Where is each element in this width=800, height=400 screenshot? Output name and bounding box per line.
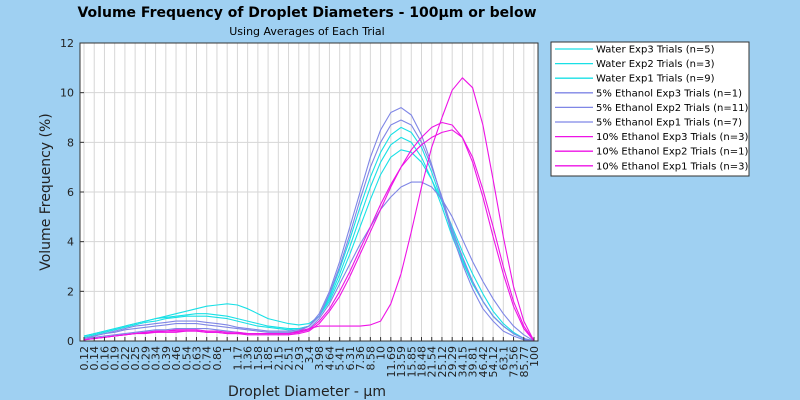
x-tick-label: 0.22 [119, 346, 132, 371]
x-tick-label: 18.48 [416, 346, 429, 378]
series-line-8 [83, 77, 535, 342]
y-tick-label: 10 [60, 87, 74, 100]
y-tick-label: 12 [60, 37, 74, 50]
y-axis-ticks: 0 2 4 6 8 10 12 [60, 37, 84, 348]
series-layer [83, 77, 535, 342]
x-tick-label: 63.1 [497, 346, 510, 371]
y-tick-label: 8 [67, 136, 74, 149]
x-tick-label: 1.36 [242, 346, 255, 371]
x-tick-label: 5.41 [334, 346, 347, 371]
x-tick-label: 29.29 [446, 346, 459, 378]
x-tick-label: 7.36 [354, 346, 367, 371]
x-tick-label: 0.25 [129, 346, 142, 371]
y-axis-label: Volume Frequency (%) [38, 113, 54, 271]
x-tick-label: 100 [528, 346, 541, 367]
legend-label: 10% Ethanol Exp1 Trials (n=3) [596, 161, 748, 172]
legend-label: 10% Ethanol Exp2 Trials (n=1) [596, 147, 748, 158]
x-tick-label: 0.46 [170, 346, 183, 371]
x-tick-label: 0.19 [109, 346, 122, 371]
legend-label: Water Exp2 Trials (n=3) [596, 59, 715, 70]
x-tick-label: 1.17 [231, 346, 244, 371]
legend-label: 5% Ethanol Exp3 Trials (n=1) [596, 88, 742, 99]
legend-label: Water Exp1 Trials (n=9) [596, 74, 715, 85]
x-tick-label: 1.58 [252, 346, 265, 371]
x-tick-label: 0.74 [201, 346, 214, 371]
x-tick-label: 0.16 [98, 346, 111, 371]
x-tick-label: 1 [221, 346, 234, 353]
y-tick-label: 2 [67, 285, 74, 298]
grid [80, 42, 538, 342]
x-tick-label: 3.4 [303, 346, 316, 364]
series-line-2 [83, 149, 535, 342]
x-tick-label: 0.39 [160, 346, 173, 371]
x-tick-label: 6.31 [344, 346, 357, 371]
x-tick-label: 0.12 [78, 346, 91, 371]
series-line-9 [83, 129, 535, 342]
x-tick-label: 4.64 [323, 346, 336, 371]
x-axis-label: Droplet Diameter - μm [228, 384, 386, 400]
series-line-6 [83, 119, 535, 342]
x-tick-label: 54.12 [487, 346, 500, 378]
x-tick-label: 1.85 [262, 346, 275, 371]
x-tick-label: 0.54 [180, 346, 193, 371]
x-tick-label: 2.93 [293, 346, 306, 371]
x-axis-ticks: 0.120.140.160.190.220.250.290.340.390.46… [78, 337, 541, 378]
x-tick-label: 21.54 [426, 346, 439, 378]
legend-box [550, 41, 750, 177]
x-tick-label: 34.15 [456, 346, 469, 378]
x-tick-label: 2.51 [283, 346, 296, 371]
x-tick-label: 8.58 [364, 346, 377, 371]
x-tick-label: 73.56 [508, 346, 521, 378]
x-tick-label: 39.81 [467, 346, 480, 378]
legend-label: Water Exp3 Trials (n=5) [596, 45, 715, 56]
legend: Water Exp3 Trials (n=5) Water Exp2 Trials… [550, 41, 750, 177]
x-tick-label: 13.59 [395, 346, 408, 378]
x-tick-label: 11.69 [385, 346, 398, 378]
x-tick-label: 0.63 [191, 346, 204, 371]
y-tick-label: 6 [67, 186, 74, 199]
x-tick-label: 15.85 [405, 346, 418, 378]
x-tick-label: 3.98 [313, 346, 326, 371]
x-tick-label: 25.12 [436, 346, 449, 378]
x-tick-label: 0.29 [139, 346, 152, 371]
x-tick-label: 0.34 [150, 346, 163, 371]
y-tick-label: 4 [67, 236, 74, 249]
legend-label: 5% Ethanol Exp2 Trials (n=11) [596, 103, 748, 114]
x-tick-label: 2.15 [272, 346, 285, 371]
x-tick-label: 46.42 [477, 346, 490, 378]
x-tick-label: 0.86 [211, 346, 224, 371]
x-tick-label: 85.77 [518, 346, 531, 378]
y-tick-label: 0 [67, 335, 74, 348]
chart-title: Volume Frequency of Droplet Diameters - … [77, 5, 536, 21]
x-tick-label: 0.14 [88, 346, 101, 371]
legend-label: 5% Ethanol Exp1 Trials (n=7) [596, 118, 742, 129]
legend-label: 10% Ethanol Exp3 Trials (n=3) [596, 132, 748, 143]
chart-subtitle: Using Averages of Each Trial [229, 25, 384, 38]
x-tick-label: 10 [375, 346, 388, 360]
